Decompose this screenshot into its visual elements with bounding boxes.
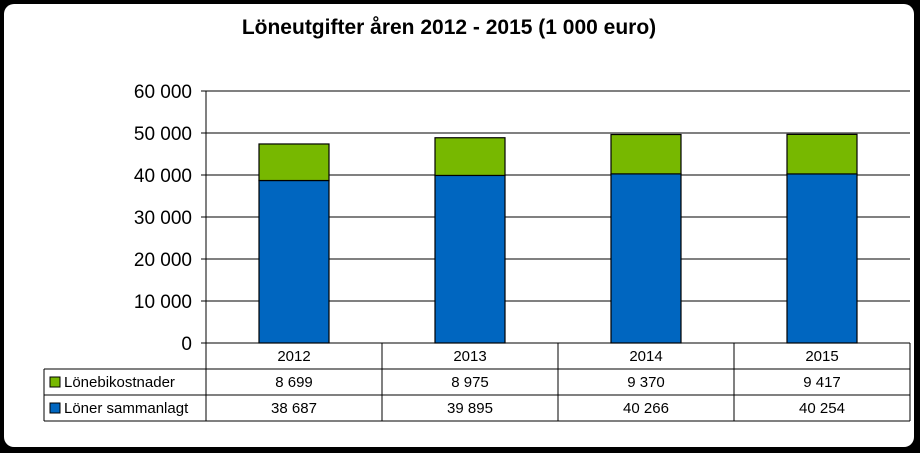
x-category-label: 2014 xyxy=(629,348,662,365)
bar-löner-sammanlagt-2013 xyxy=(434,174,506,344)
legend-swatch xyxy=(49,402,61,414)
bar-lönebikostnader-2015 xyxy=(786,133,858,175)
data-table-value: 39 895 xyxy=(447,400,493,417)
legend-label: Löner sammanlagt xyxy=(64,400,189,417)
bar-lönebikostnader-2014 xyxy=(610,133,682,175)
data-table-value: 8 699 xyxy=(275,374,313,391)
data-table-value: 8 975 xyxy=(451,374,489,391)
y-tick-label: 40 000 xyxy=(134,166,192,187)
chart-frame: Löneutgifter åren 2012 - 2015 (1 000 eur… xyxy=(4,4,914,447)
data-table-value: 40 254 xyxy=(799,400,845,417)
bar-löner-sammanlagt-2014 xyxy=(610,173,682,344)
y-tick-label: 20 000 xyxy=(134,250,192,271)
legend-swatch xyxy=(49,376,61,388)
y-tick-label: 0 xyxy=(181,334,192,355)
x-category-label: 2015 xyxy=(805,348,838,365)
y-tick-label: 50 000 xyxy=(134,124,192,145)
bar-löner-sammanlagt-2012 xyxy=(258,179,330,344)
legend-label: Lönebikostnader xyxy=(64,374,175,391)
stacked-bar-chart: 0 10 000 20 000 30 000 40 000 50 000 60 000 201… xyxy=(43,82,911,422)
x-category-label: 2012 xyxy=(277,348,310,365)
x-category-label: 2013 xyxy=(453,348,486,365)
bar-lönebikostnader-2012 xyxy=(258,143,330,182)
bar-löner-sammanlagt-2015 xyxy=(786,173,858,344)
y-tick-label: 10 000 xyxy=(134,292,192,313)
data-table-value: 9 370 xyxy=(627,374,665,391)
bar-lönebikostnader-2013 xyxy=(434,137,506,177)
data-table-value: 40 266 xyxy=(623,400,669,417)
y-tick-label: 30 000 xyxy=(134,208,192,229)
data-table-value: 9 417 xyxy=(803,374,841,391)
y-tick-label: 60 000 xyxy=(134,82,192,103)
chart-title: Löneutgifter åren 2012 - 2015 (1 000 eur… xyxy=(241,16,657,39)
data-table-value: 38 687 xyxy=(271,400,317,417)
